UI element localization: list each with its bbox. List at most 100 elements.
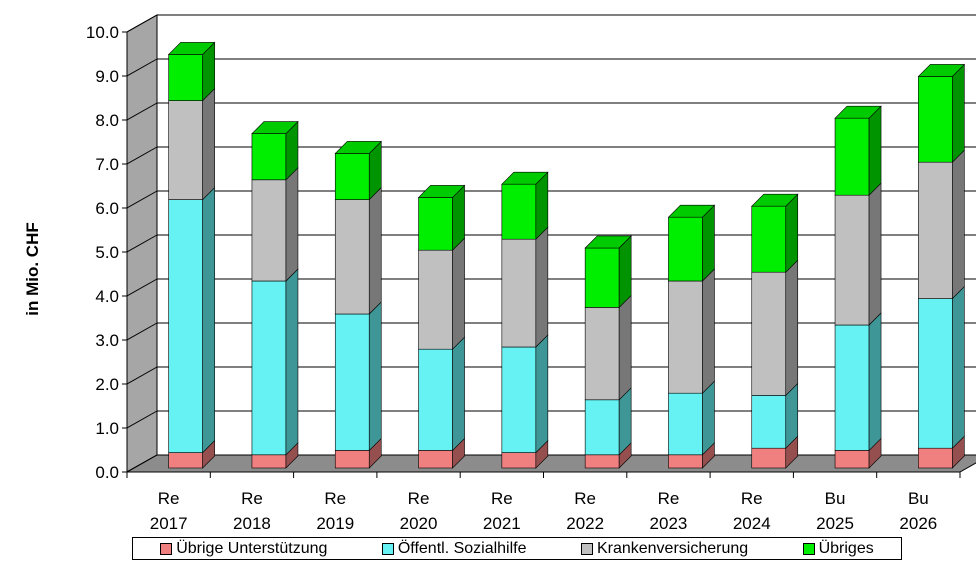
legend-label: Krankenversicherung [596,539,749,557]
legend-swatch [802,542,815,555]
bar-segment [501,171,549,240]
gridline-side [126,146,158,165]
bar-side [452,237,465,350]
x-tick-label: 2022 [566,514,604,533]
gridline-side [126,190,158,209]
y-tick-label: 5.0 [95,243,119,262]
bar-segment [334,301,382,452]
bar-side [285,167,299,282]
bar-front [418,450,453,469]
bar-segment [251,268,299,456]
bar-side [702,268,715,394]
gridline-side [126,234,158,253]
bar-top [334,141,382,154]
gridline-side [126,102,158,121]
bar-side [285,268,299,456]
bar-front [168,100,203,200]
bar-front [334,450,370,469]
x-tick-label: Bu [908,489,929,508]
gridline-side [126,454,158,473]
bar-segment [918,149,965,300]
bar-side [368,186,382,315]
gridline-side [126,322,158,341]
bar-top [667,204,716,218]
bar-side [618,235,632,309]
bar-segment [668,268,715,394]
bar-top [501,171,549,185]
bar-segment [417,184,466,251]
bar-segment [834,312,882,452]
bar-segment [751,382,799,449]
bar-segment [251,120,299,181]
y-tick-label: 2.0 [95,375,119,394]
bar-top [917,64,966,77]
x-tick-label: 2026 [899,514,937,533]
bar-front [251,133,287,181]
bar-segment [917,63,966,163]
y-tick-label: 8.0 [95,111,119,130]
legend-label: Übriges [818,539,874,557]
gridline-side [126,14,158,33]
bar-top [417,185,466,198]
x-tick-label: 2025 [816,514,854,533]
x-tick-label: Re [491,489,513,508]
bar-segment [584,387,632,456]
bar-front [918,161,953,299]
bar-front [501,238,537,348]
bar-front [751,205,787,273]
bar-front [501,452,537,469]
bar-top [751,193,799,207]
bar-segment [251,167,299,282]
y-tick-label: 4.0 [95,287,119,306]
bar-front [918,298,953,449]
bar-front [834,450,870,469]
bar-front [251,179,287,282]
bar-side [952,63,965,163]
bar-segment [334,140,382,201]
bar-segment [168,87,215,201]
x-tick-label: 2021 [483,514,521,533]
x-tick-label: 2017 [150,514,188,533]
bar-front [751,447,787,469]
bar-segment [668,380,715,456]
legend-swatch [580,542,593,555]
bar-segment [418,237,465,350]
x-tick-label: 2023 [650,514,688,533]
bar-front [168,54,203,101]
bar-top [584,235,632,249]
bar-segment [334,437,382,469]
x-tick-label: 2024 [733,514,771,533]
x-tick-label: Re [241,489,263,508]
bar-side [452,336,465,452]
bar-front [334,313,370,451]
y-tick-label: 6.0 [95,199,119,218]
bar-side [785,193,799,273]
x-tick-label: Re [574,489,596,508]
bar-segment [584,294,632,401]
x-tick-label: 2020 [400,514,438,533]
bar-segment [834,182,882,326]
bar-side [952,285,965,449]
bar-side [535,226,549,348]
bar-front [251,454,287,469]
bar-side [868,105,882,196]
bar-segment [668,442,715,469]
bar-segment [834,105,882,196]
bar-front [834,117,870,196]
bar-front [834,194,870,326]
bar-front [501,346,537,453]
x-tick-label: Bu [825,489,846,508]
bar-front [168,199,203,453]
bar-segment [584,235,632,309]
bar-side [785,259,799,397]
bar-segment [501,334,549,454]
bar-segment [251,442,299,469]
gridline-side [126,58,158,77]
bar-side [202,186,215,454]
bar-segment [751,193,799,273]
bar-side [868,312,882,452]
bar-side [702,380,715,456]
y-tick-label: 7.0 [95,155,119,174]
legend-label: Übrige Unterstützung [176,539,328,557]
y-tick-label: 10.0 [86,23,119,42]
